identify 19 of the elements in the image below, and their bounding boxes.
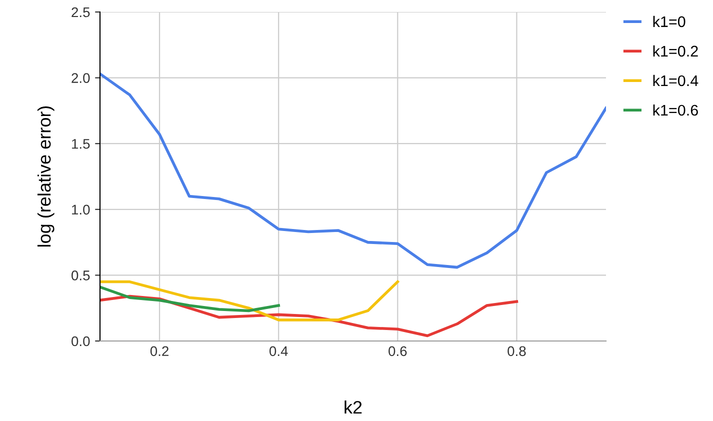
y-tick-label: 2.0 [72,73,90,83]
legend-label: k1=0.6 [653,104,698,116]
y-tick-label: 2.5 [72,7,90,18]
line-series [100,286,280,312]
x-tick-label: 0.2 [150,346,168,356]
legend-label: k1=0 [653,16,686,28]
y-tick-label: 0.5 [72,270,90,280]
y-axis-title: log (relative error) [37,106,54,247]
x-axis-title: k2 [344,400,362,414]
legend-label: k1=0.2 [653,45,698,57]
line-series [100,280,400,322]
y-tick-label: 1.5 [72,139,90,149]
y-tick-label: 0.0 [72,336,90,346]
legend-label: k1=0.4 [653,74,698,86]
x-tick-label: 0.8 [508,346,526,356]
x-tick-label: 0.4 [269,346,288,356]
y-tick-label: 1.0 [72,204,90,215]
x-tick-label: 0.6 [388,346,407,356]
line-series [100,72,606,269]
